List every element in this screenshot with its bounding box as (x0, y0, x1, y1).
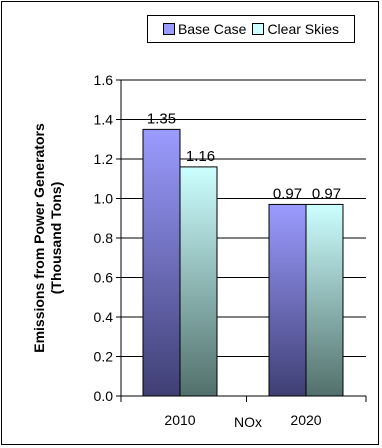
data-label-clear-skies-2020: 0.97 (312, 185, 341, 202)
x-group-label: NOx (234, 414, 262, 430)
legend-item-clear-skies: Clear Skies (252, 21, 339, 37)
y-tick-label: 0.6 (94, 270, 114, 286)
legend-item-base-case: Base Case (162, 21, 247, 37)
y-tick-label: 1.6 (94, 72, 114, 88)
y-tick-label: 0.0 (94, 388, 114, 404)
legend: Base Case Clear Skies (147, 15, 355, 43)
data-label-base-case-2010: 1.35 (147, 110, 176, 127)
y-tick-label: 0.2 (94, 349, 114, 365)
legend-swatch-clear-skies (252, 23, 265, 35)
y-tick-label: 0.8 (94, 230, 114, 246)
data-label-clear-skies-2010: 1.16 (186, 148, 215, 165)
legend-swatch-base-case (162, 23, 175, 35)
y-tick-label: 1.2 (94, 151, 114, 167)
y-tick-label: 0.4 (94, 309, 114, 325)
bar-clear-skies-2020 (305, 203, 344, 397)
bar-base-case-2020 (268, 203, 307, 397)
bar-clear-skies-2010 (179, 166, 218, 397)
bar-base-case-2010 (142, 128, 181, 397)
data-label-base-case-2020: 0.97 (273, 185, 302, 202)
y-tick-label: 1.0 (94, 191, 114, 207)
y-tick-label: 1.4 (94, 112, 114, 128)
legend-label-base-case: Base Case (177, 21, 247, 37)
legend-label-clear-skies: Clear Skies (267, 21, 340, 37)
x-tick-label: 2020 (290, 412, 321, 428)
x-tick-label: 2010 (164, 412, 195, 428)
